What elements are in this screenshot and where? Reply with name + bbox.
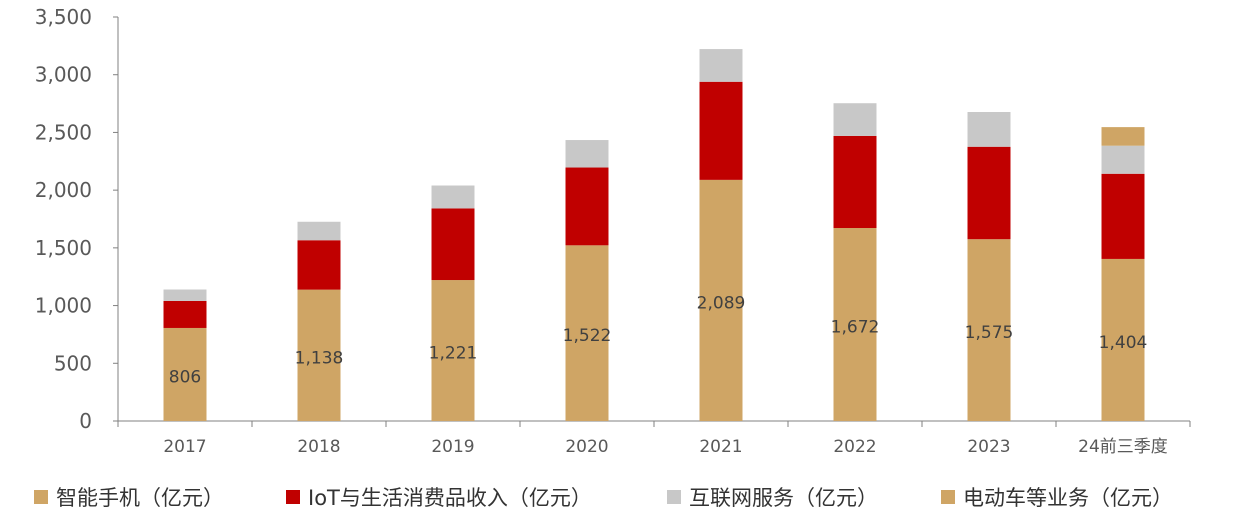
bar-segment-series-2-5: [833, 103, 877, 136]
y-tick-label: 2,000: [35, 178, 92, 202]
bar-segment-series-1-4: [699, 81, 743, 180]
x-tick-label: 2018: [297, 437, 340, 457]
data-label: 806: [169, 367, 201, 387]
data-label: 1,221: [429, 344, 478, 364]
data-label: 1,404: [1099, 333, 1148, 353]
legend-label-iot: IoT与生活消费品收入（亿元）: [308, 486, 592, 510]
bar-segment-series-3-7: [1101, 127, 1145, 146]
bar-segment-series-0-0: [163, 327, 207, 421]
bar-segment-series-0-3: [565, 245, 609, 421]
bar-segment-series-1-0: [163, 300, 207, 328]
bar-segment-series-1-3: [565, 167, 609, 246]
legend-item-iot: IoT与生活消费品收入（亿元）: [286, 482, 592, 512]
x-tick-label: 2017: [163, 437, 206, 457]
legend-item-smartphone: 智能手机（亿元）: [34, 482, 224, 512]
bar-segment-series-1-5: [833, 135, 877, 229]
legend-label-internet: 互联网服务（亿元）: [689, 486, 878, 510]
data-label: 1,672: [831, 318, 880, 338]
y-tick-label: 500: [54, 351, 92, 375]
bar-segment-series-1-2: [431, 208, 475, 281]
bar-segment-series-2-4: [699, 49, 743, 82]
data-label: 1,522: [563, 326, 612, 346]
legend-swatch-ev: [941, 490, 955, 504]
x-tick-label: 2020: [565, 437, 608, 457]
y-tick-label: 1,000: [35, 294, 92, 318]
bar-segment-series-0-1: [297, 289, 341, 421]
y-tick-label: 1,500: [35, 236, 92, 260]
x-tick-label: 2019: [431, 437, 474, 457]
legend-swatch-iot: [286, 490, 300, 504]
bar-segment-series-0-2: [431, 280, 475, 421]
y-tick-label: 2,500: [35, 120, 92, 144]
bar-segment-series-2-6: [967, 111, 1011, 147]
bar-segment-series-2-0: [163, 289, 207, 301]
y-tick-label: 0: [79, 409, 92, 433]
bar-segment-series-0-7: [1101, 258, 1145, 421]
x-tick-label: 2023: [967, 437, 1010, 457]
legend-label-ev: 电动车等业务（亿元）: [963, 486, 1173, 510]
legend: 智能手机（亿元） IoT与生活消费品收入（亿元） 互联网服务（亿元） 电动车等业…: [0, 476, 1238, 516]
y-tick-label: 3,000: [35, 63, 92, 87]
data-label: 2,089: [697, 293, 746, 313]
legend-swatch-smartphone: [34, 490, 48, 504]
bar-segment-series-1-1: [297, 240, 341, 290]
legend-swatch-internet: [667, 490, 681, 504]
bar-segment-series-0-6: [967, 239, 1011, 421]
bar-segment-series-0-4: [699, 179, 743, 421]
x-tick-label: 24前三季度: [1078, 437, 1168, 457]
bar-segment-series-2-1: [297, 221, 341, 241]
x-tick-label: 2021: [699, 437, 742, 457]
bar-segment-series-2-3: [565, 140, 609, 168]
bar-segment-series-1-7: [1101, 173, 1145, 259]
bar-segment-series-2-2: [431, 185, 475, 209]
x-tick-label: 2022: [833, 437, 876, 457]
bar-segment-series-2-7: [1101, 145, 1145, 174]
stacked-bar-chart: 0 500 1,000 1,500 2,000 2,500 3,000 3,500 806 201…: [35, 5, 1191, 457]
legend-item-ev: 电动车等业务（亿元）: [941, 482, 1173, 512]
data-label: 1,575: [965, 323, 1014, 343]
legend-label-smartphone: 智能手机（亿元）: [56, 486, 224, 510]
data-label: 1,138: [295, 348, 344, 368]
bar-segment-series-0-5: [833, 228, 877, 421]
y-tick-label: 3,500: [35, 5, 92, 29]
bar-segment-series-1-6: [967, 146, 1011, 240]
legend-item-internet: 互联网服务（亿元）: [667, 482, 878, 512]
